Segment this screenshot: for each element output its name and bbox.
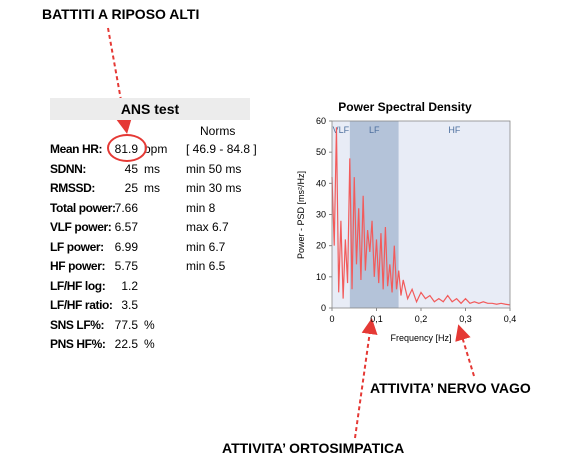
- psd-series-line: [331, 127, 511, 306]
- norms-header: Norms: [200, 124, 236, 138]
- ans-row-label: SDNN:: [50, 161, 86, 176]
- ans-row-label: VLF power:: [50, 220, 112, 234]
- ans-row-label: HF power:: [50, 259, 106, 273]
- ans-row-label: SNS LF%:: [50, 317, 105, 332]
- y-tick-label: 20: [316, 241, 326, 251]
- ans-row-norm: min 50 ms: [186, 161, 242, 176]
- ans-row-label: LF/HF ratio:: [50, 298, 113, 312]
- ans-row: SDNN: 45 ms min 50 ms: [50, 162, 260, 178]
- ans-row-unit: %: [144, 337, 155, 351]
- band-label: VLF: [333, 125, 350, 135]
- ans-row-label: Mean HR:: [50, 142, 103, 156]
- ans-row-norm: min 8: [186, 200, 216, 215]
- x-tick-label: 0,1: [370, 314, 383, 324]
- y-tick-label: 60: [316, 116, 326, 126]
- annotation-sympathetic-activity: ATTIVITA’ ORTOSIMPATICA: [222, 440, 405, 456]
- ans-row-value: 77.5: [114, 317, 138, 332]
- ans-row: LF/HF ratio: 3.5: [50, 298, 260, 314]
- ans-row-value: 22.5: [114, 337, 138, 351]
- x-tick-label: 0: [329, 314, 334, 324]
- ans-row-label: PNS HF%:: [50, 337, 106, 351]
- y-tick-label: 0: [321, 303, 326, 313]
- x-tick-label: 0,4: [504, 314, 517, 324]
- ans-row-label: LF/HF log:: [50, 278, 106, 293]
- x-axis-ticks: 0 0,1 0,2 0,3 0,4: [329, 308, 516, 324]
- ans-row: LF power: 6.99 min 6.7: [50, 240, 260, 256]
- ans-row-value: 45: [124, 161, 138, 176]
- psd-chart: Power Spectral Density VLF LF HF 0 10 20 30 40…: [296, 100, 516, 343]
- y-axis-label: Power - PSD [ms²/Hz]: [296, 171, 306, 259]
- ans-test-panel: ANS test Norms Mean HR: 81.9 bpm[ 46.9 - 8…: [50, 98, 257, 358]
- ans-row: RMSSD: 25 ms min 30 ms: [50, 181, 260, 197]
- y-tick-label: 30: [316, 210, 326, 220]
- band-label: LF: [369, 125, 380, 135]
- y-axis-ticks: 0 10 20 30 40 50 60: [316, 116, 332, 313]
- annotation-high-resting-hr: BATTITI A RIPOSO ALTI: [42, 6, 200, 22]
- ans-row: PNS HF%: 22.5%: [50, 337, 260, 353]
- annotation-vagus-activity: ATTIVITA’ NERVO VAGO: [370, 380, 531, 396]
- x-axis-label: Frequency [Hz]: [390, 333, 451, 343]
- ans-row-value: 7.66: [114, 200, 138, 215]
- ans-row-value: 3.5: [121, 298, 138, 312]
- ans-row-norm: max 6.7: [186, 220, 229, 234]
- band-hf: [398, 121, 510, 308]
- ans-row: Mean HR: 81.9 bpm[ 46.9 - 84.8 ]: [50, 142, 260, 158]
- ans-row: VLF power: 6.57 max 6.7: [50, 220, 260, 236]
- x-tick-label: 0,2: [415, 314, 428, 324]
- ans-row: SNS LF%: 77.5%: [50, 318, 260, 334]
- ans-row-value: 1.2: [121, 278, 138, 293]
- ans-row: LF/HF log: 1.2: [50, 279, 260, 295]
- ans-row-label: Total power:: [50, 200, 116, 215]
- band-label: HF: [448, 125, 460, 135]
- ans-row-unit: ms: [144, 161, 160, 176]
- ans-row-norm: [ 46.9 - 84.8 ]: [186, 142, 257, 156]
- chart-title: Power Spectral Density: [338, 100, 472, 114]
- ans-row-unit: %: [144, 317, 155, 332]
- y-tick-label: 40: [316, 178, 326, 188]
- ans-row-norm: min 30 ms: [186, 181, 242, 195]
- y-tick-label: 10: [316, 272, 326, 282]
- ans-row-value: 25: [124, 181, 138, 195]
- ans-title: ANS test: [50, 98, 250, 120]
- ans-row-unit: bpm: [144, 142, 168, 156]
- ans-row-unit: ms: [144, 181, 160, 195]
- x-tick-label: 0,3: [459, 314, 472, 324]
- ans-row-value: 6.99: [114, 239, 138, 254]
- ans-row: Total power: 7.66 min 8: [50, 201, 260, 217]
- ans-row-label: LF power:: [50, 239, 104, 254]
- mean-hr-highlight-circle: [107, 134, 147, 162]
- y-tick-label: 50: [316, 147, 326, 157]
- ans-row-norm: min 6.7: [186, 239, 226, 254]
- ans-row-norm: min 6.5: [186, 259, 226, 273]
- ans-row-label: RMSSD:: [50, 181, 95, 195]
- ans-row-value: 6.57: [114, 220, 138, 234]
- ans-row-value: 5.75: [114, 259, 138, 273]
- ans-row: HF power: 5.75 min 6.5: [50, 259, 260, 275]
